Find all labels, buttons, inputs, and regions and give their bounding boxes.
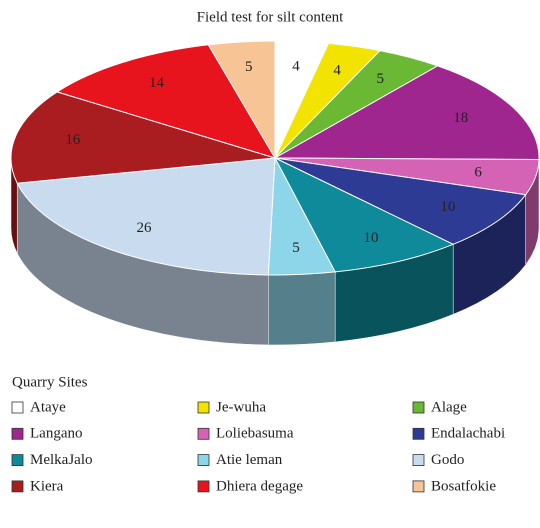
- legend-swatch: [197, 480, 210, 493]
- data-label: 5: [245, 59, 253, 75]
- legend-label: Langano: [30, 426, 82, 442]
- legend-swatch: [412, 454, 425, 467]
- pie-slice: [207, 40, 276, 160]
- legend-swatch: [412, 401, 425, 414]
- data-label: 14: [149, 75, 165, 91]
- pie-slice: [273, 156, 455, 273]
- legend-title: Quarry Sites: [12, 374, 88, 390]
- pie-wall: [268, 271, 336, 346]
- legend-swatch: [197, 454, 210, 467]
- legend-label: Endalachabi: [431, 426, 505, 442]
- data-label: 5: [376, 71, 384, 87]
- data-label: 10: [440, 199, 455, 215]
- legend-swatch: [11, 454, 24, 467]
- legend-swatch: [197, 401, 210, 414]
- legend-label: MelkaJalo: [30, 452, 92, 468]
- pie-slice: [16, 157, 276, 276]
- data-label: 26: [136, 220, 152, 236]
- legend-swatch: [11, 401, 24, 414]
- data-label: 6: [474, 165, 482, 181]
- pie-slice: [274, 157, 527, 245]
- legend-label: Ataye: [30, 399, 66, 415]
- data-label: 5: [292, 240, 300, 256]
- legend-label: Bosatfokie: [431, 478, 496, 494]
- data-label: 4: [333, 62, 341, 78]
- data-label: 18: [453, 110, 468, 126]
- legend-label: Loliebasuma: [216, 426, 294, 442]
- legend-label: Alage: [431, 399, 467, 415]
- legend-swatch: [11, 480, 24, 493]
- legend-label: Dhiera degage: [216, 478, 303, 494]
- legend-label: Je-wuha: [216, 399, 266, 415]
- legend-label: Atie leman: [216, 452, 283, 468]
- pie-slice: [273, 65, 540, 160]
- data-label: 10: [364, 230, 379, 246]
- legend-swatch: [412, 427, 425, 440]
- legend-swatch: [412, 480, 425, 493]
- legend-swatch: [197, 427, 210, 440]
- pie-slice: [10, 91, 276, 184]
- chart-title: Field test for silt content: [197, 9, 344, 25]
- data-label: 16: [65, 132, 81, 148]
- legend-label: Godo: [431, 452, 464, 468]
- pie-slice: [55, 44, 277, 159]
- legend-label: Kiera: [30, 478, 64, 494]
- data-label: 4: [292, 59, 300, 75]
- legend-swatch: [11, 427, 24, 440]
